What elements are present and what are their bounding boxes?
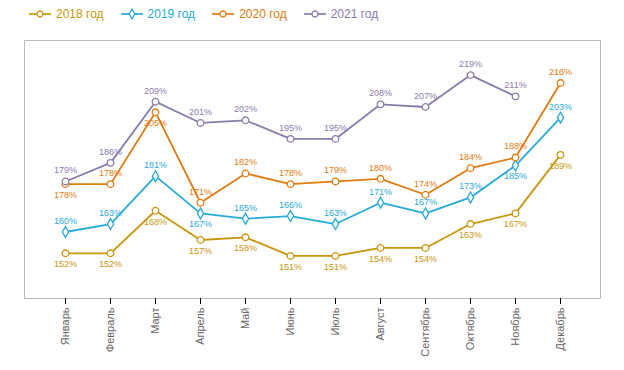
svg-text:211%: 211%	[504, 80, 526, 90]
svg-text:166%: 166%	[279, 200, 302, 210]
svg-text:208%: 208%	[369, 88, 392, 98]
svg-text:207%: 207%	[414, 91, 437, 101]
svg-text:201%: 201%	[189, 107, 212, 117]
svg-text:Март: Март	[149, 308, 161, 334]
svg-text:167%: 167%	[414, 197, 437, 207]
svg-text:Май: Май	[239, 308, 251, 330]
svg-text:178%: 178%	[99, 168, 122, 178]
svg-text:180%: 180%	[369, 163, 392, 173]
svg-text:154%: 154%	[414, 254, 437, 264]
svg-text:Апрель: Апрель	[194, 307, 206, 345]
html-text:2018 год: 2018 год	[56, 7, 104, 21]
svg-text:151%: 151%	[324, 262, 347, 272]
svg-text:165%: 165%	[234, 203, 257, 213]
svg-text:152%: 152%	[54, 259, 77, 269]
svg-text:181%: 181%	[144, 160, 167, 170]
svg-text:Июль: Июль	[329, 307, 341, 335]
svg-text:152%: 152%	[99, 259, 122, 269]
svg-text:163%: 163%	[324, 208, 347, 218]
svg-text:203%: 203%	[549, 102, 572, 112]
svg-text:202%: 202%	[234, 104, 257, 114]
svg-text:151%: 151%	[279, 262, 302, 272]
svg-text:167%: 167%	[504, 219, 527, 229]
svg-text:209%: 209%	[144, 86, 167, 96]
svg-text:171%: 171%	[369, 187, 392, 197]
svg-text:186%: 186%	[99, 147, 122, 157]
html-text:2020 год: 2020 год	[239, 7, 287, 21]
svg-text:188%: 188%	[504, 141, 527, 151]
svg-text:205%: 205%	[144, 118, 167, 128]
svg-text:Октябрь: Октябрь	[464, 307, 476, 350]
svg-text:195%: 195%	[324, 123, 347, 133]
svg-text:178%: 178%	[54, 190, 77, 200]
svg-text:174%: 174%	[414, 179, 437, 189]
svg-text:167%: 167%	[189, 219, 212, 229]
svg-text:216%: 216%	[549, 67, 572, 77]
svg-text:185%: 185%	[504, 171, 527, 181]
svg-text:168%: 168%	[144, 217, 167, 227]
svg-text:179%: 179%	[54, 165, 77, 175]
svg-text:178%: 178%	[279, 168, 302, 178]
svg-text:184%: 184%	[459, 152, 482, 162]
svg-text:157%: 157%	[189, 246, 212, 256]
svg-text:154%: 154%	[369, 254, 392, 264]
svg-text:179%: 179%	[324, 165, 347, 175]
svg-text:Июнь: Июнь	[284, 307, 296, 335]
html-text:2019 год: 2019 год	[147, 7, 196, 21]
svg-text:160%: 160%	[54, 216, 77, 226]
svg-text:Февраль: Февраль	[104, 307, 116, 352]
svg-text:Август: Август	[374, 308, 386, 341]
svg-text:163%: 163%	[99, 208, 122, 218]
svg-text:219%: 219%	[459, 59, 482, 69]
svg-text:Ноябрь: Ноябрь	[509, 307, 521, 345]
svg-text:158%: 158%	[234, 243, 257, 253]
svg-text:182%: 182%	[234, 157, 257, 167]
svg-text:Декабрь: Декабрь	[554, 307, 566, 350]
svg-text:163%: 163%	[459, 230, 482, 240]
svg-text:189%: 189%	[549, 161, 572, 171]
html-text:2021 год: 2021 год	[330, 7, 379, 21]
svg-text:Январь: Январь	[59, 307, 71, 345]
svg-text:171%: 171%	[189, 187, 212, 197]
svg-text:Сентябрь: Сентябрь	[419, 307, 431, 357]
svg-text:173%: 173%	[459, 181, 482, 191]
svg-text:195%: 195%	[279, 123, 302, 133]
